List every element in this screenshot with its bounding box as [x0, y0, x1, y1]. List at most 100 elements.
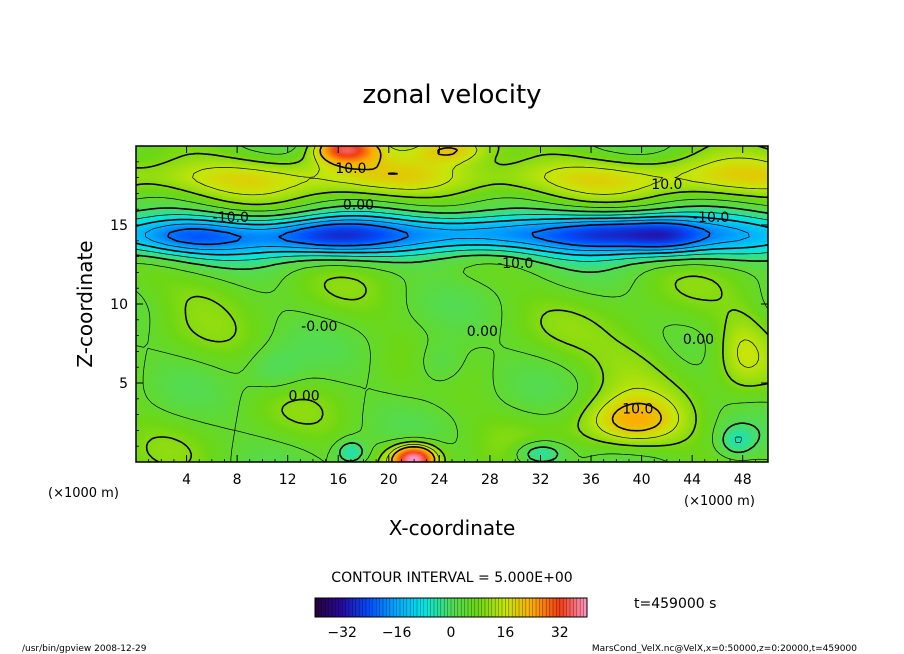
colorbar-segment	[359, 598, 363, 617]
colorbar-segment	[396, 598, 401, 617]
colorbar-segment	[553, 598, 557, 617]
colorbar-segment	[515, 598, 520, 617]
colorbar-segment	[355, 598, 360, 617]
colorbar-segment	[573, 598, 578, 617]
colorbar-tick-label: 0	[447, 625, 456, 641]
x-unit-label-right: (×1000 m)	[684, 494, 755, 509]
colorbar-segment	[532, 598, 537, 617]
colorbar-segment	[410, 598, 414, 617]
contour-label: 0.00	[683, 332, 714, 348]
x-tick-label: 32	[532, 472, 550, 488]
colorbar-segment	[440, 598, 445, 617]
colorbar-segment	[315, 598, 319, 617]
colorbar-segment	[325, 598, 329, 617]
colorbar	[314, 598, 588, 617]
colorbar-segment	[434, 598, 438, 617]
colorbar-segment	[437, 598, 442, 617]
footer-right: MarsCond_VelX.nc@VelX,x=0:50000,z=0:2000…	[592, 644, 857, 654]
y-tick-label: 15	[110, 218, 128, 234]
colorbar-segment	[444, 598, 448, 617]
colorbar-segment	[451, 598, 455, 617]
colorbar-segment	[342, 598, 346, 617]
colorbar-segment	[580, 598, 584, 617]
contour-label: 10.0	[651, 177, 682, 193]
colorbar-frame	[314, 597, 588, 618]
plot-area: 10.0 10.0 0.00 -10.0 -10.0 -10.0 -0.00 0.00 0.00…	[136, 146, 768, 462]
contour-label: 0.00	[343, 197, 374, 213]
colorbar-segment	[332, 598, 336, 617]
x-tick-label: 36	[582, 472, 600, 488]
contour-label: 10.0	[622, 401, 653, 417]
contour-label: 0.00	[467, 324, 498, 340]
x-tick-label: 16	[329, 472, 347, 488]
y-axis-title: Z-coordinate	[73, 240, 97, 367]
colorbar-segment	[454, 598, 459, 617]
colorbar-segment	[491, 598, 496, 617]
colorbar-segment	[488, 598, 493, 617]
y-tick-label: 5	[119, 376, 128, 392]
colorbar-segment	[345, 598, 350, 617]
colorbar-segment	[447, 598, 452, 617]
contour-level-20	[319, 146, 663, 462]
colorbar-segment	[393, 598, 397, 617]
contour-label: -0.00	[301, 319, 337, 335]
x-axis-ticks: 4 8 12 16 20 24 28 32 36 40 44 48	[148, 146, 756, 488]
contour-lines	[136, 146, 768, 462]
colorbar-segment	[468, 598, 472, 617]
colorbar-segment	[366, 598, 370, 617]
footer-left: /usr/bin/gpview 2008-12-29	[22, 644, 147, 654]
colorbar-segment	[464, 598, 469, 617]
x-tick-label: 8	[233, 472, 242, 488]
contour-label: -10.0	[213, 210, 249, 226]
colorbar-segment	[372, 598, 377, 617]
colorbar-segment	[485, 598, 489, 617]
colorbar-tick-label: −16	[382, 625, 412, 641]
colorbar-segment	[495, 598, 499, 617]
colorbar-segment	[427, 598, 431, 617]
colorbar-segment	[508, 598, 513, 617]
colorbar-segment	[352, 598, 357, 617]
colorbar-segment	[536, 598, 540, 617]
x-axis-title: X-coordinate	[389, 516, 516, 540]
colorbar-segment	[478, 598, 482, 617]
colorbar-segment	[413, 598, 418, 617]
colorbar-segment	[570, 598, 574, 617]
colorbar-segment	[383, 598, 387, 617]
colorbar-segment	[576, 598, 581, 617]
x-tick-label: 40	[633, 472, 651, 488]
colorbar-segment	[519, 598, 523, 617]
colorbar-segment	[338, 598, 343, 617]
contour-level--5	[136, 210, 768, 443]
colorbar-segment	[321, 598, 326, 617]
colorbar-segment	[406, 598, 411, 617]
colorbar-tick-label: 32	[551, 625, 569, 641]
colorbar-segment	[335, 598, 340, 617]
x-tick-label: 20	[380, 472, 398, 488]
colorbar-segment	[559, 598, 564, 617]
y-axis-ticks: 5 10 15	[110, 161, 768, 447]
colorbar-segment	[417, 598, 421, 617]
x-tick-label: 4	[182, 472, 191, 488]
colorbar-segment	[522, 598, 527, 617]
colorbar-segment	[563, 598, 567, 617]
x-tick-label: 44	[683, 472, 701, 488]
x-tick-label: 28	[481, 472, 499, 488]
colorbar-segment	[542, 598, 547, 617]
contour-label: -10.0	[497, 256, 533, 272]
colorbar-segment	[362, 598, 367, 617]
colorbar-segment	[457, 598, 462, 617]
colorbar-segment	[386, 598, 391, 617]
colorbar-tick-label: −32	[327, 625, 357, 641]
colorbar-segment	[328, 598, 333, 617]
colorbar-segment	[430, 598, 435, 617]
colorbar-segment	[481, 598, 486, 617]
colorbar-segment	[525, 598, 530, 617]
colorbar-segment	[529, 598, 533, 617]
colorbar-segment	[556, 598, 561, 617]
colorbar-segment	[318, 598, 323, 617]
colorbar-segment	[379, 598, 384, 617]
colorbar-segment	[474, 598, 479, 617]
x-tick-label: 24	[430, 472, 448, 488]
contour-label: 0.00	[289, 389, 320, 405]
